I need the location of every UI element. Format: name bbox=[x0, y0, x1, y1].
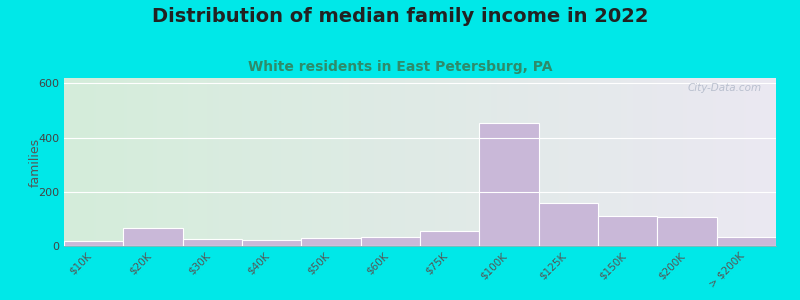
Text: City-Data.com: City-Data.com bbox=[688, 83, 762, 93]
Bar bbox=[420, 231, 479, 246]
Bar bbox=[182, 239, 242, 246]
Bar bbox=[361, 236, 420, 246]
Bar bbox=[717, 237, 776, 246]
Text: White residents in East Petersburg, PA: White residents in East Petersburg, PA bbox=[248, 60, 552, 74]
Bar bbox=[658, 217, 717, 246]
Bar bbox=[302, 238, 361, 246]
Bar bbox=[598, 216, 658, 246]
Bar bbox=[242, 240, 302, 246]
Text: Distribution of median family income in 2022: Distribution of median family income in … bbox=[152, 8, 648, 26]
Bar bbox=[123, 228, 182, 246]
Bar bbox=[538, 203, 598, 246]
Bar bbox=[64, 241, 123, 246]
Y-axis label: families: families bbox=[29, 137, 42, 187]
Bar bbox=[479, 123, 538, 246]
